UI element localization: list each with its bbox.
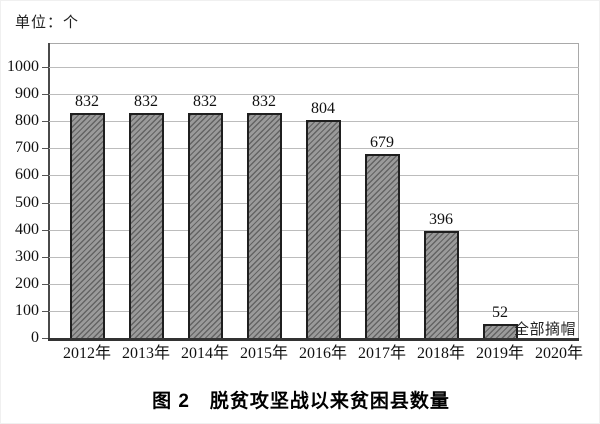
y-axis-tick	[42, 310, 48, 312]
gridline	[49, 67, 579, 68]
y-axis-tick	[42, 256, 48, 258]
bar-value-label: 679	[370, 134, 394, 151]
y-axis-tick	[42, 283, 48, 285]
bar	[128, 112, 164, 338]
chart-caption: 图 2 脱贫攻坚战以来贫困县数量	[152, 391, 450, 412]
plot-right-border	[578, 43, 579, 338]
bar-value-label: 832	[75, 92, 99, 110]
x-tick-label: 2014年	[180, 345, 229, 362]
annotation-label: 全部摘帽	[514, 322, 577, 338]
y-axis-tick	[42, 67, 48, 68]
bar	[69, 112, 105, 338]
y-axis-tick	[42, 229, 48, 231]
y-tick-label: 800	[15, 112, 39, 130]
y-tick-label: 700	[15, 139, 39, 157]
bar	[423, 230, 459, 338]
x-axis-line	[48, 338, 579, 341]
x-tick-label: 2012年	[62, 345, 111, 362]
plot-top-border	[49, 43, 579, 44]
bar	[482, 323, 518, 338]
y-axis-tick	[42, 338, 48, 339]
x-tick-label: 2013年	[121, 345, 170, 362]
y-tick-label: 400	[15, 220, 39, 238]
bar	[246, 112, 282, 338]
y-tick-label: 300	[15, 247, 39, 265]
bar-value-label: 396	[429, 210, 453, 228]
bar-value-label: 52	[492, 303, 508, 321]
y-axis-tick	[42, 148, 48, 150]
bar-value-label: 832	[134, 92, 158, 110]
bar	[187, 112, 223, 338]
plot-area: 832 832 832 832 804 679 396 52	[49, 43, 579, 338]
unit-label: 单位：个	[15, 15, 80, 31]
bar	[305, 120, 341, 338]
y-axis-tick	[42, 94, 48, 96]
gridline	[49, 94, 579, 96]
y-axis-tick	[42, 121, 48, 123]
y-axis-tick	[42, 175, 48, 177]
bar-value-label: 804	[311, 100, 335, 118]
y-tick-label: 0	[31, 329, 39, 346]
y-axis-line	[48, 43, 50, 339]
bar-value-label: 832	[193, 92, 217, 110]
y-tick-label: 200	[15, 274, 39, 292]
y-tick-label: 900	[15, 85, 39, 103]
x-tick-label: 2017年	[357, 345, 406, 362]
y-tick-label: 500	[15, 193, 39, 211]
y-axis-tick	[42, 202, 48, 204]
bar-value-label: 832	[252, 92, 276, 110]
x-tick-label: 2018年	[416, 345, 465, 362]
y-tick-label: 600	[15, 166, 39, 184]
y-tick-label: 1000	[7, 58, 39, 75]
x-tick-label: 2016年	[298, 345, 347, 362]
y-tick-label: 100	[15, 301, 39, 319]
x-tick-label: 2020年	[534, 345, 583, 362]
bar	[364, 154, 400, 338]
x-tick-label: 2019年	[475, 345, 524, 362]
x-tick-label: 2015年	[239, 345, 288, 362]
